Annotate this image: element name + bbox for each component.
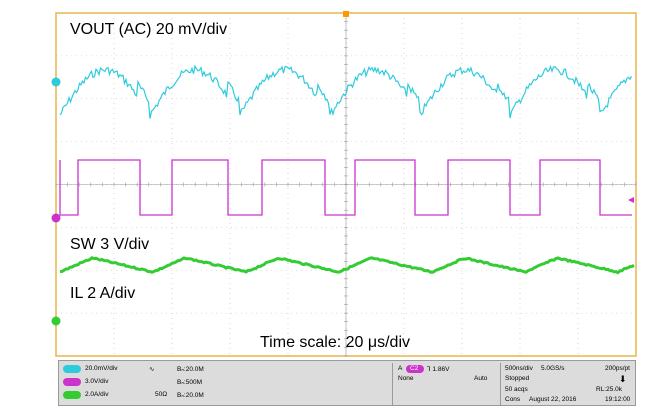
divider-2 bbox=[500, 363, 501, 405]
timebase: 500ns/div bbox=[505, 365, 533, 372]
timescale-label: Time scale: 20 μs/div bbox=[260, 334, 411, 351]
trigger-source-badge[interactable] bbox=[406, 365, 424, 373]
sw-label: SW 3 V/div bbox=[70, 236, 150, 253]
divider-1 bbox=[392, 363, 393, 405]
trigger-level: ⅂ 1.86V bbox=[427, 366, 450, 373]
ch3-badge[interactable] bbox=[63, 391, 81, 399]
acq-date: August 22, 2016 bbox=[529, 396, 577, 403]
graticule bbox=[55, 12, 637, 357]
ch2-badge[interactable] bbox=[63, 378, 81, 386]
acq-time: 19:12:00 bbox=[605, 396, 631, 403]
down-arrow-icon: ⬇ bbox=[619, 374, 627, 384]
trigger-coupling: None bbox=[398, 375, 414, 382]
resolution: 200ps/pt bbox=[605, 365, 630, 372]
acq-mode: Cons bbox=[505, 396, 521, 403]
ch2-bandwidth: Bₙ:500M bbox=[177, 379, 202, 386]
il-label: IL 2 A/div bbox=[70, 285, 136, 302]
vout-trace bbox=[59, 64, 633, 119]
channel-3-marker bbox=[51, 316, 61, 326]
status-bar: 20.0mV/div ∿ Bₙ:20.0M 3.0V/div Bₙ:500M 2… bbox=[58, 360, 636, 406]
ch1-bandwidth: Bₙ:20.0M bbox=[177, 366, 204, 373]
trigger-mode: Auto bbox=[474, 375, 488, 382]
ch1-badge[interactable] bbox=[63, 365, 81, 373]
ch1-scale: 20.0mV/div bbox=[85, 365, 118, 372]
sw-trace bbox=[59, 159, 632, 216]
trigger-source: C2 bbox=[410, 365, 419, 372]
waveform-traces bbox=[59, 64, 635, 275]
vout-label: VOUT (AC) 20 mV/div bbox=[70, 21, 228, 38]
sample-rate: 5.0GS/s bbox=[541, 365, 565, 372]
channel-1-marker bbox=[51, 77, 61, 87]
trigger-position-marker bbox=[343, 11, 349, 17]
acq-count: 50 acqs bbox=[505, 386, 528, 393]
acq-state: Stopped bbox=[505, 375, 530, 382]
ch1-coupling: ∿ bbox=[149, 366, 155, 373]
trigger-letter: A bbox=[398, 365, 403, 372]
trigger-level-marker bbox=[628, 197, 634, 203]
channel-markers bbox=[51, 11, 634, 326]
il-trace bbox=[59, 256, 635, 275]
ch3-scale: 2.0A/div bbox=[85, 391, 109, 398]
record-length: RL:25.0k bbox=[596, 386, 623, 393]
ch3-impedance: 50Ω bbox=[155, 391, 168, 398]
ch3-bandwidth: Bₙ:20.0M bbox=[177, 392, 204, 399]
ch2-scale: 3.0V/div bbox=[85, 378, 109, 385]
channel-2-marker bbox=[51, 213, 61, 223]
